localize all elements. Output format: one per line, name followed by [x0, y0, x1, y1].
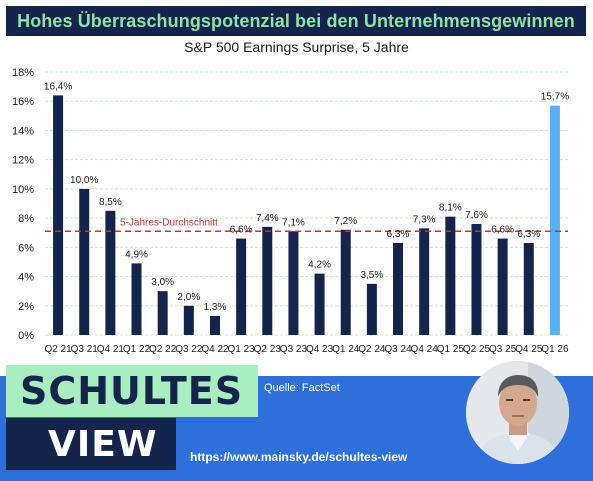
value-label: 2,0% — [177, 292, 200, 303]
value-labels: 16,4%10,0%8,5%4,9%3,0%2,0%1,3%6,6%7,4% 7,… — [44, 81, 569, 313]
x-tick-label: Q3 24 — [384, 344, 412, 355]
author-portrait-icon — [466, 361, 569, 464]
value-label: 1,3% — [204, 302, 227, 313]
bar — [340, 229, 351, 335]
x-tick-label: Q2 23 — [254, 344, 282, 355]
y-tick-label: 8% — [18, 213, 34, 225]
x-tick-label: Q3 25 — [489, 344, 517, 355]
grid-layer — [45, 71, 568, 336]
value-label: 7,3% — [413, 214, 436, 225]
value-label: 3,0% — [151, 277, 174, 288]
bar — [497, 238, 508, 335]
bar — [236, 238, 247, 335]
y-tick-label: 12% — [12, 155, 34, 167]
bar — [79, 188, 90, 335]
value-label: 6,6% — [491, 225, 514, 236]
title-bar: Hohes Überraschungspotenzial bei den Unt… — [6, 6, 586, 36]
website-link[interactable]: https://www.mainsky.de/schultes-view — [190, 450, 408, 464]
y-tick-label: 4% — [18, 272, 34, 284]
x-tick-label: Q1 26 — [541, 344, 569, 355]
value-label: 6,6% — [230, 225, 253, 236]
value-label: 7,4% — [256, 213, 279, 224]
brand-logo-line1: SCHULTES — [20, 369, 244, 413]
y-tick-label: 6% — [18, 242, 34, 254]
x-tick-label: Q4 24 — [411, 344, 439, 355]
brand-logo-bottom: VIEW — [6, 418, 176, 470]
bar — [523, 242, 534, 335]
bar — [105, 210, 116, 335]
author-avatar — [466, 361, 569, 464]
bar — [366, 283, 377, 335]
brand-logo-line2: VIEW — [48, 423, 158, 465]
y-tick-label: 0% — [18, 330, 34, 342]
bar — [183, 305, 194, 335]
x-tick-label: Q1 22 — [123, 344, 151, 355]
value-label: 6,3% — [517, 229, 540, 240]
source-note: Quelle: FactSet — [264, 382, 340, 394]
bar-series — [53, 95, 560, 335]
x-tick-label: Q2 21 — [44, 344, 72, 355]
value-label: 7,2% — [334, 216, 357, 227]
x-tick-label: Q2 25 — [463, 344, 491, 355]
bar — [419, 228, 430, 335]
bar — [262, 226, 273, 335]
x-tick-label: Q4 25 — [515, 344, 543, 355]
x-tick-label: Q3 22 — [175, 344, 203, 355]
x-tick-label: Q3 23 — [280, 344, 308, 355]
value-label: 7,1% — [282, 217, 305, 228]
reference-line-label: 5-Jahres-Durchschnitt — [120, 217, 218, 228]
y-axis: 0% 2% 4% 6% 8% 10% 12% 14% 16% 18% — [12, 67, 34, 342]
bar — [393, 242, 404, 335]
value-label: 4,2% — [308, 260, 331, 271]
bar — [549, 105, 560, 335]
chart-title: Hohes Überraschungspotenzial bei den Unt… — [17, 10, 575, 31]
bar — [445, 216, 456, 335]
chart-subtitle: S&P 500 Earnings Surprise, 5 Jahre — [184, 39, 409, 55]
value-label: 8,5% — [99, 197, 122, 208]
bar — [131, 263, 142, 335]
x-tick-label: Q4 23 — [306, 344, 334, 355]
x-tick-label: Q1 23 — [228, 344, 256, 355]
value-label: 3,5% — [360, 270, 383, 281]
bar — [157, 291, 168, 335]
bar — [53, 95, 64, 335]
brand-logo-top: SCHULTES — [6, 365, 258, 417]
reference-line-group: 5-Jahres-Durchschnitt — [45, 217, 568, 232]
value-label: 7,6% — [465, 210, 488, 221]
bar — [471, 223, 482, 335]
bar — [314, 273, 325, 335]
x-tick-label: Q4 21 — [97, 344, 125, 355]
y-tick-label: 18% — [12, 67, 34, 79]
bar-chart: 0% 2% 4% 6% 8% 10% 12% 14% 16% 18% 5-Jahres-Durch… — [12, 67, 569, 355]
y-tick-label: 2% — [18, 301, 34, 313]
value-label: 8,1% — [439, 203, 462, 214]
x-tick-label: Q4 22 — [201, 344, 229, 355]
value-label: 6,3% — [387, 229, 410, 240]
x-tick-label: Q1 24 — [332, 344, 360, 355]
x-tick-label: Q3 21 — [71, 344, 99, 355]
x-tick-label: Q2 22 — [149, 344, 177, 355]
y-tick-label: 16% — [12, 96, 34, 108]
x-tick-label: Q2 24 — [358, 344, 386, 355]
value-label: 10,0% — [70, 175, 98, 186]
value-label: 4,9% — [125, 249, 148, 260]
x-tick-label: Q1 25 — [437, 344, 465, 355]
y-tick-label: 14% — [12, 125, 34, 137]
bar — [209, 316, 220, 335]
bar — [288, 231, 299, 335]
value-label: 16,4% — [44, 81, 72, 92]
y-tick-label: 10% — [12, 184, 34, 196]
value-label: 15,7% — [541, 92, 569, 103]
